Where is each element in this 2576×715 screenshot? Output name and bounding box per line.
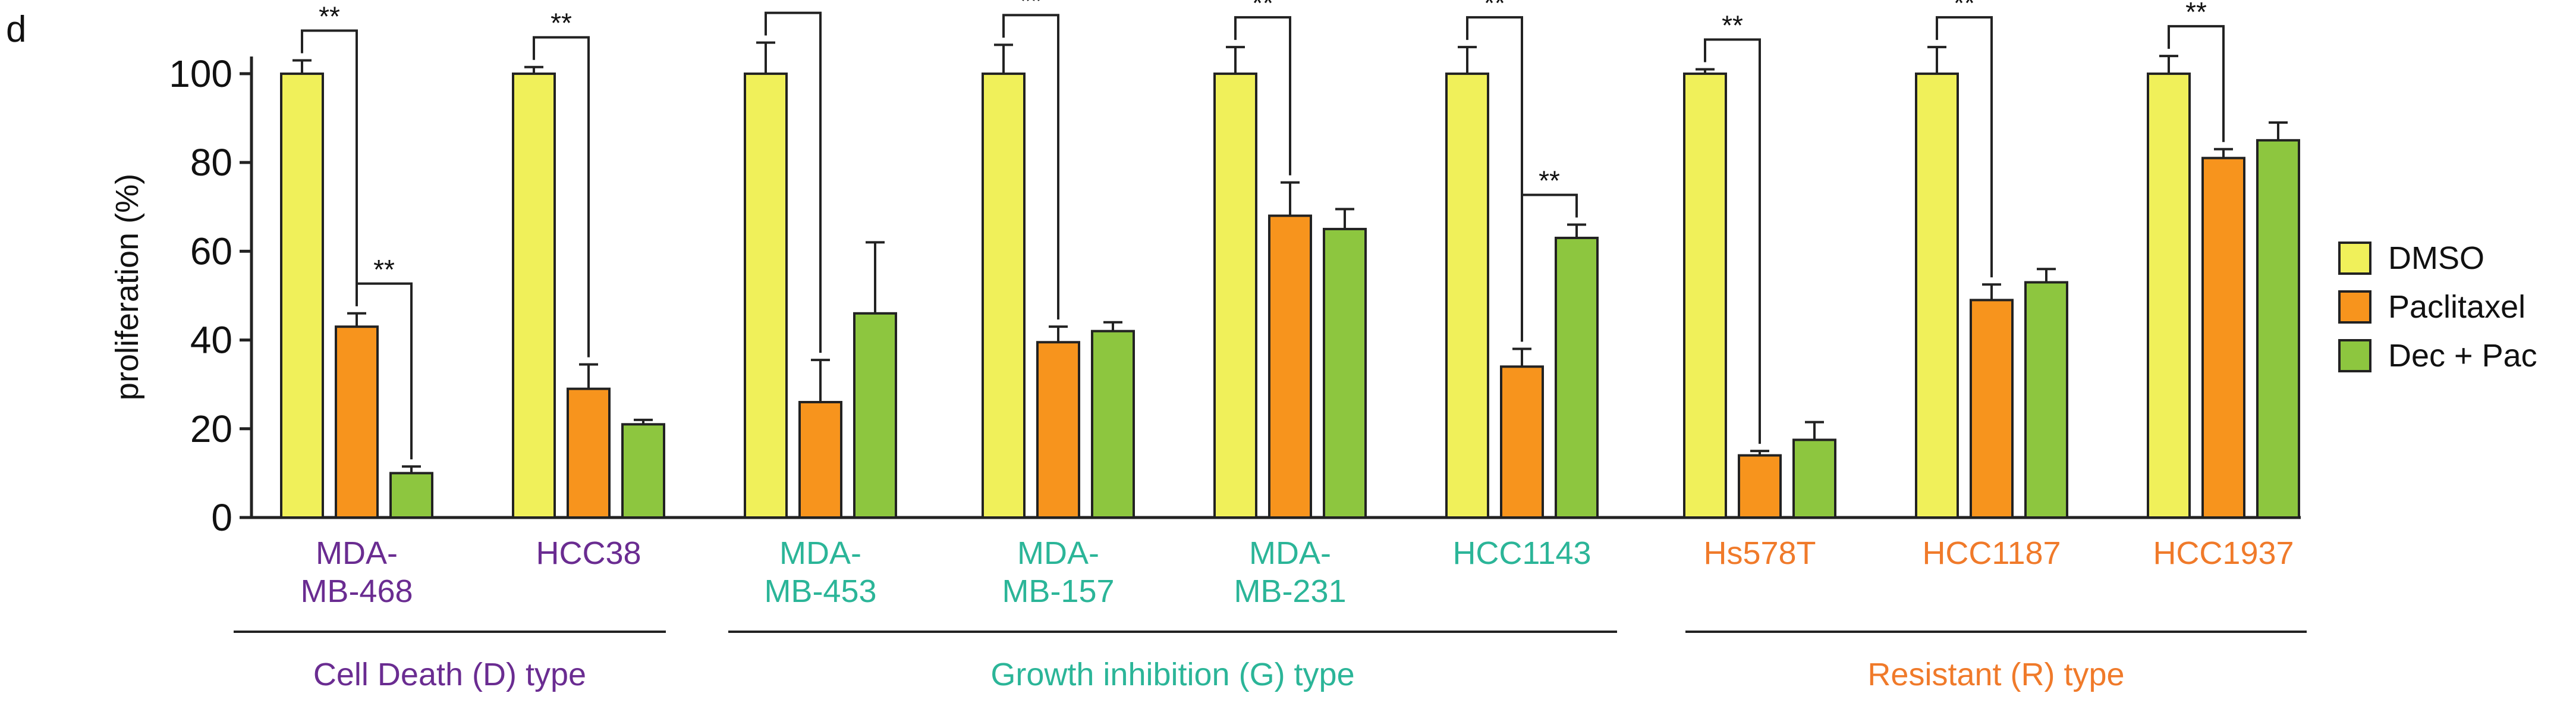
category-label-line: MB-468 <box>300 573 413 609</box>
significance-label: ** <box>551 8 572 39</box>
significance-bracket <box>356 282 413 460</box>
bar-dec-pac <box>2024 281 2068 519</box>
y-tick-label: 80 <box>190 141 232 184</box>
bar-dec-pac <box>2256 139 2300 519</box>
category-label-line: MDA- <box>1249 535 1331 571</box>
category-label-line: MDA- <box>1017 535 1099 571</box>
legend-swatch <box>2338 339 2371 372</box>
y-tick-label: 100 <box>169 52 232 95</box>
category-label-line: MDA- <box>316 535 398 571</box>
legend-swatch <box>2338 242 2371 275</box>
bar-paclitaxel <box>2201 156 2245 519</box>
bar-paclitaxel <box>1036 341 1080 519</box>
significance-label: ** <box>373 254 395 285</box>
y-tick-label: 20 <box>190 407 232 450</box>
category-label-line: MB-157 <box>1002 573 1114 609</box>
y-tick-label: 40 <box>190 319 232 362</box>
bar-dmso <box>2147 72 2191 519</box>
bar-dmso <box>744 72 788 519</box>
bar-paclitaxel <box>1970 299 2014 519</box>
bar-dec-pac <box>1323 228 1367 519</box>
bar-paclitaxel <box>335 325 379 519</box>
bar-dec-pac <box>1792 438 1836 519</box>
legend-label: Dec + Pac <box>2388 338 2537 374</box>
legend: DMSO Paclitaxel Dec + Pac <box>2338 240 2537 374</box>
category-label-line: HCC38 <box>536 535 641 571</box>
bar-dmso <box>1915 72 1959 519</box>
group-label: Growth inhibition (G) type <box>990 657 1354 692</box>
bar-paclitaxel <box>1500 365 1544 519</box>
bar-dmso <box>512 72 556 519</box>
bar-dmso <box>1445 72 1489 519</box>
group-label: Resistant (R) type <box>1867 657 2124 692</box>
category-label: MDA-MB-453 <box>764 535 876 609</box>
significance-label: ** <box>1020 0 1042 16</box>
bar-paclitaxel <box>567 387 611 519</box>
bar-paclitaxel <box>798 401 842 519</box>
significance-bracket <box>1466 16 1523 342</box>
significance-bracket <box>2168 25 2225 142</box>
significance-label: ** <box>1954 0 1975 18</box>
category-label-line: HCC1187 <box>1922 535 2061 571</box>
significance-label: ** <box>782 0 804 14</box>
bar-dec-pac <box>853 312 897 519</box>
significance-bracket <box>1704 38 1761 444</box>
legend-swatch <box>2338 290 2371 324</box>
category-label: MDA-MB-468 <box>300 535 413 609</box>
significance-bracket <box>1234 16 1291 175</box>
significance-bracket <box>1521 193 1578 342</box>
bar-dec-pac <box>621 423 665 519</box>
significance-bracket <box>1936 16 1993 278</box>
bar-dec-pac <box>389 472 433 519</box>
bar-paclitaxel <box>1268 214 1312 519</box>
category-label: HCC38 <box>536 535 641 571</box>
bar-dec-pac <box>1555 236 1599 519</box>
group-label: Cell Death (D) type <box>313 657 586 692</box>
category-label: Hs578T <box>1703 535 1816 571</box>
category-label-line: HCC1143 <box>1452 535 1591 571</box>
category-label-line: MB-453 <box>764 573 876 609</box>
significance-bracket <box>1002 14 1059 320</box>
y-axis-label: proliferation (%) <box>109 174 145 400</box>
category-label: MDA-MB-157 <box>1002 535 1114 609</box>
bars-layer <box>280 41 2300 519</box>
category-label-line: MB-231 <box>1234 573 1346 609</box>
category-label: HCC1143 <box>1452 535 1591 571</box>
category-label-line: HCC1937 <box>2153 535 2294 571</box>
significance-bracket <box>533 36 590 358</box>
significance-label: ** <box>319 1 340 32</box>
category-label: HCC1937 <box>2153 535 2294 571</box>
bar-dmso <box>280 72 324 519</box>
y-tick-label: 0 <box>211 496 232 539</box>
bar-paclitaxel <box>1738 454 1782 519</box>
category-label-line: MDA- <box>779 535 861 571</box>
significance-bracket <box>765 11 822 353</box>
category-label-line: Hs578T <box>1703 535 1816 571</box>
significance-bracket <box>301 29 358 306</box>
significance-label: ** <box>2185 0 2207 27</box>
significance-label: ** <box>1484 0 1505 18</box>
legend-label: DMSO <box>2388 240 2484 276</box>
bar-dmso <box>982 72 1026 519</box>
bar-dec-pac <box>1091 330 1135 519</box>
panel-label: d <box>6 9 26 50</box>
legend-label: Paclitaxel <box>2388 289 2525 325</box>
significance-label: ** <box>1722 10 1743 40</box>
y-tick-label: 60 <box>190 230 232 272</box>
bar-dmso <box>1213 72 1257 519</box>
category-label: HCC1187 <box>1922 535 2061 571</box>
significance-layer: ** ** ** ** ** ** ** ** ** ** ** <box>301 0 2225 460</box>
significance-label: ** <box>1539 165 1560 196</box>
group-brackets: Cell Death (D) type Growth inhibition (G)… <box>234 631 2307 692</box>
bar-dmso <box>1683 72 1727 519</box>
significance-label: ** <box>1252 0 1273 18</box>
category-label: MDA-MB-231 <box>1234 535 1346 609</box>
